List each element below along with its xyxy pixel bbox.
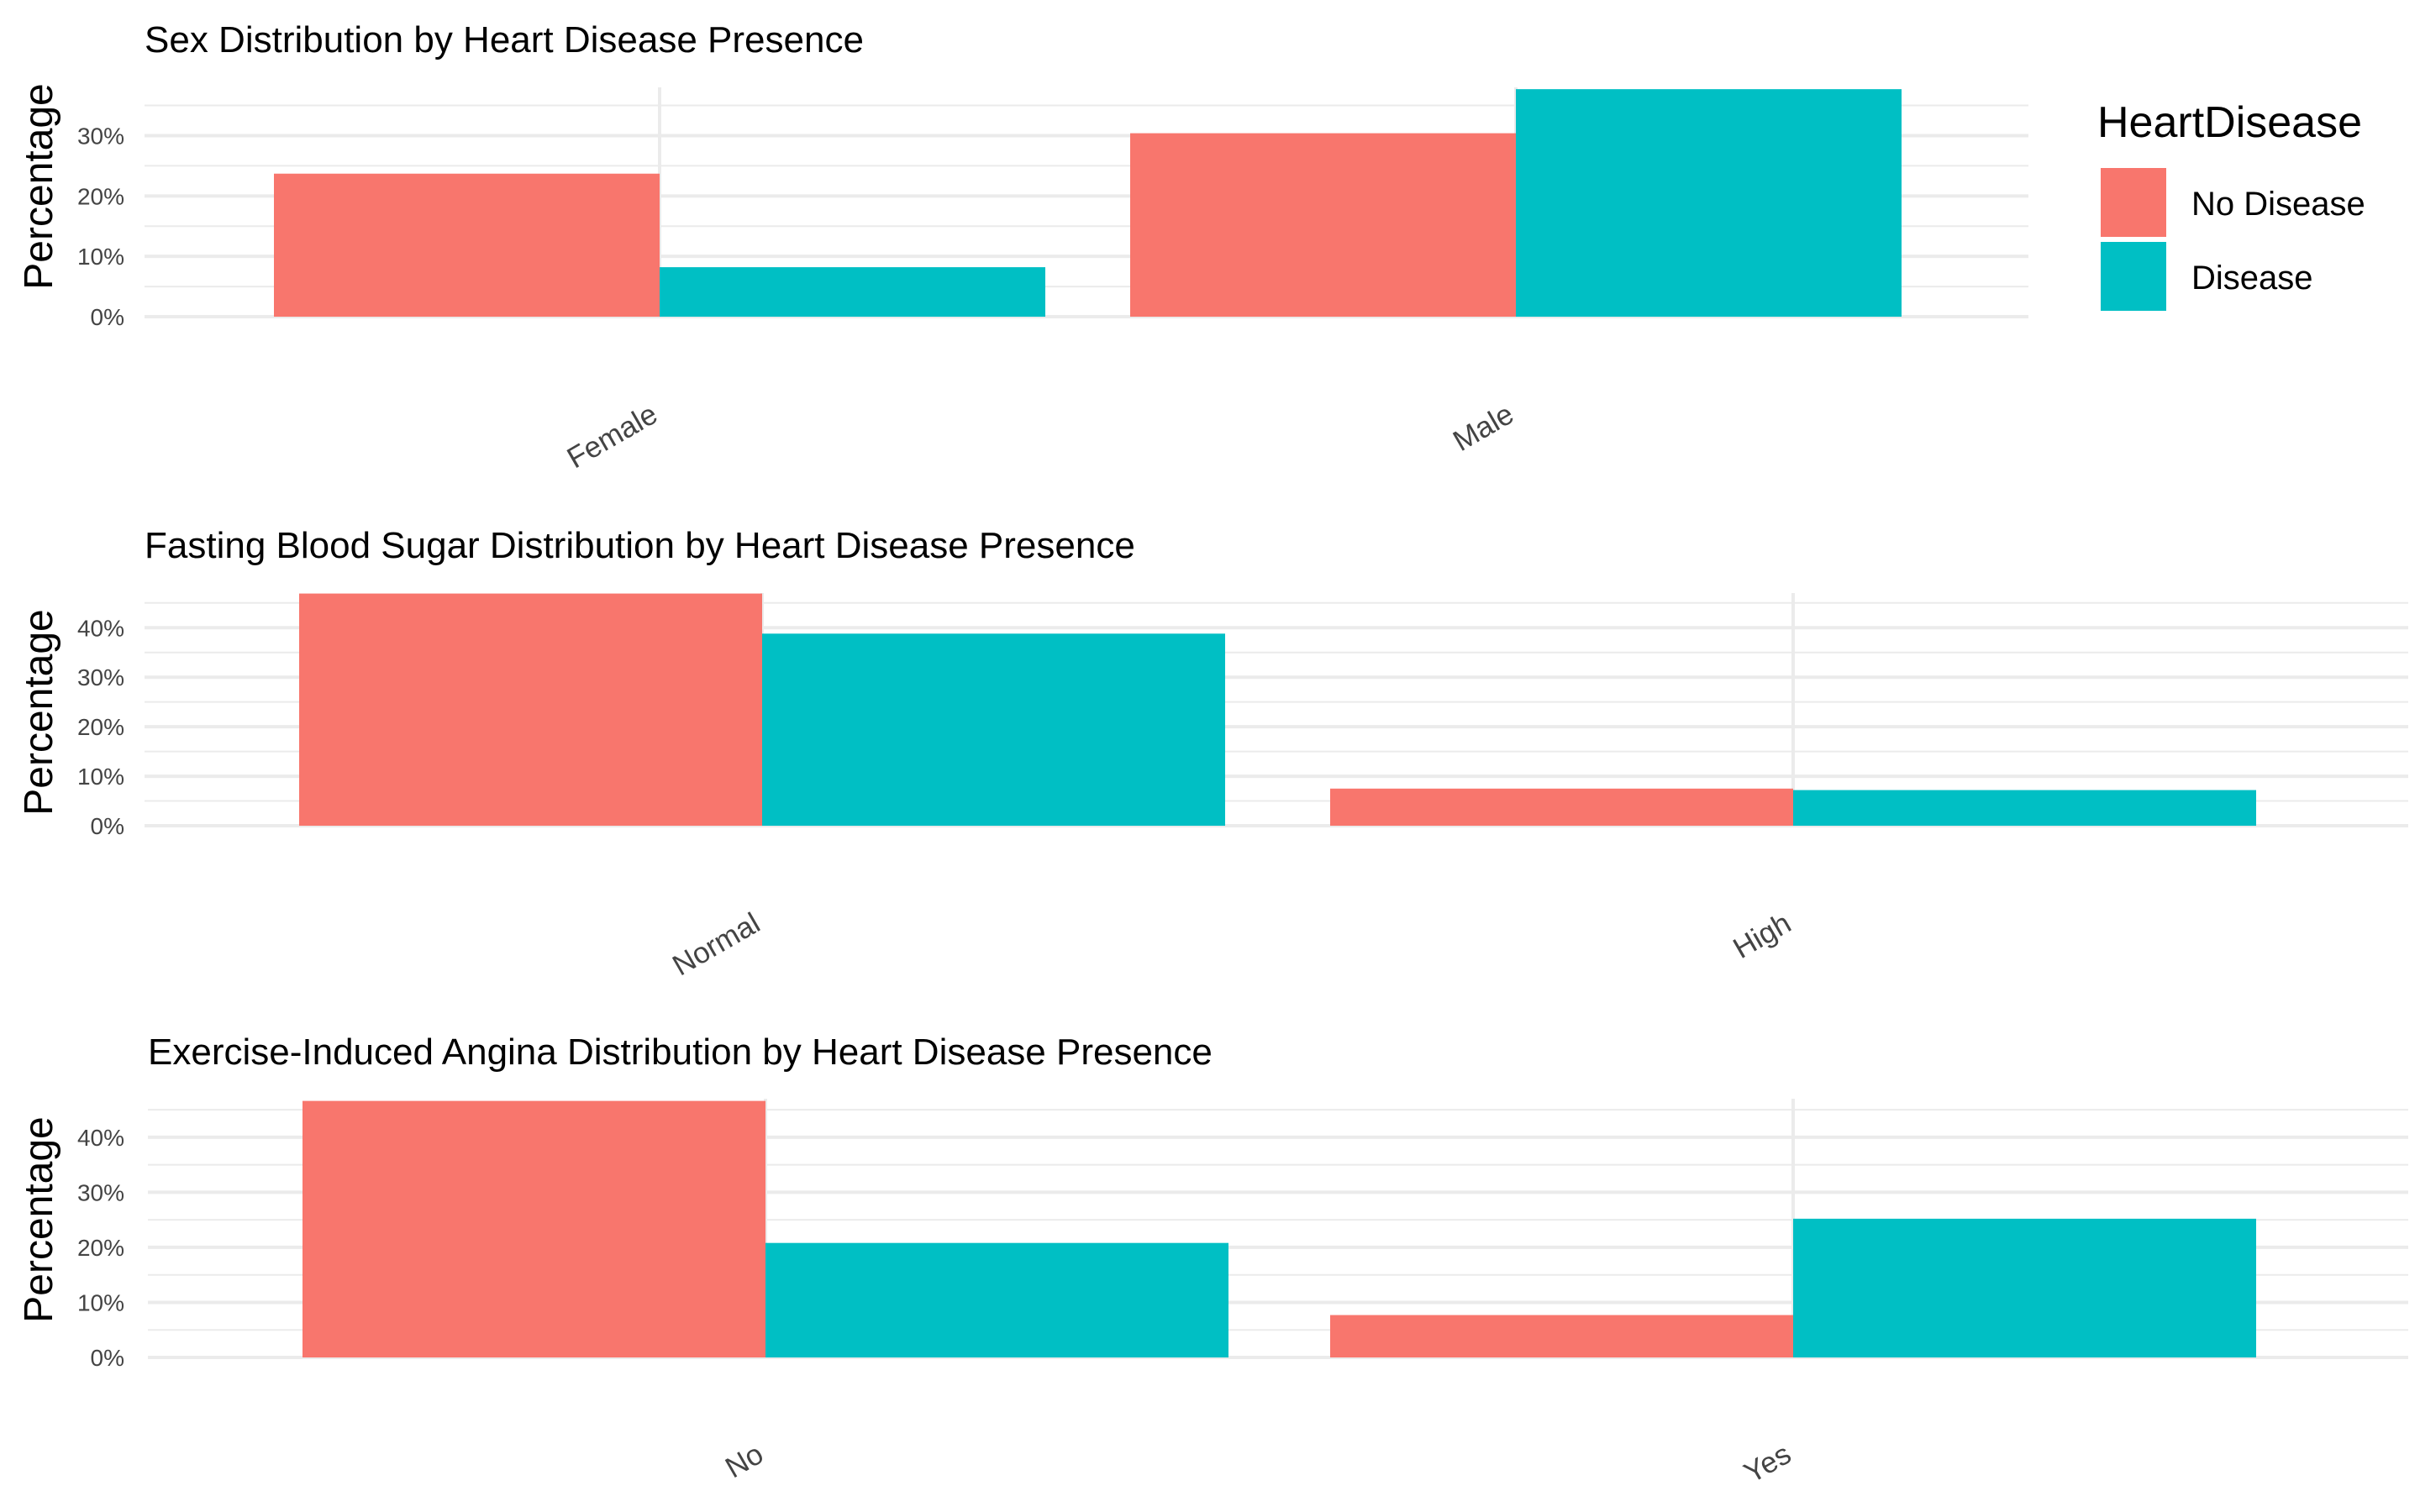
bar-disease-male [1516,89,1902,317]
panel-title: Exercise-Induced Angina Distribution by … [148,1032,1213,1073]
y-axis-label: Percentage [17,83,61,290]
y-tick-label: 10% [77,244,124,270]
x-category-label: No [720,1437,769,1484]
y-tick-label: 20% [77,714,124,740]
bar-no-disease-no [302,1100,765,1357]
bar-no-disease-high [1330,788,1793,826]
panel-title: Fasting Blood Sugar Distribution by Hear… [145,525,1135,566]
y-tick-label: 40% [77,615,124,641]
legend-swatch-no-disease [2101,168,2166,237]
y-axis-label: Percentage [17,1116,61,1323]
bar-disease-normal [762,633,1225,826]
bar-no-disease-yes [1330,1315,1793,1357]
y-tick-label: 0% [91,304,124,330]
y-tick-label: 20% [77,1235,124,1261]
legend-swatch-disease [2101,242,2166,311]
y-axis-label: Percentage [17,609,61,816]
bar-disease-no [765,1242,1228,1357]
x-category-label: Female [561,397,663,475]
exercise-angina-panel: Exercise-Induced Angina Distribution by … [17,1032,2408,1489]
bar-no-disease-female [274,173,660,317]
y-tick-label: 30% [77,1179,124,1205]
x-category-label: Male [1448,397,1519,458]
sex-distribution-panel: Sex Distribution by Heart Disease Presen… [17,19,2028,475]
x-category-label: Yes [1739,1437,1797,1489]
legend-title: HeartDisease [2097,98,2362,147]
panel-title: Sex Distribution by Heart Disease Presen… [145,19,864,60]
x-category-label: High [1728,906,1797,965]
legend: HeartDisease No Disease Disease [2097,98,2365,311]
bar-disease-yes [1793,1218,2256,1357]
y-tick-label: 20% [77,183,124,209]
y-tick-label: 10% [77,764,124,790]
legend-label-no-disease: No Disease [2191,186,2365,223]
y-tick-label: 10% [77,1289,124,1315]
y-tick-label: 0% [91,1345,124,1371]
bar-disease-female [660,267,1045,317]
legend-label-disease: Disease [2191,260,2313,297]
bar-no-disease-male [1130,133,1516,317]
x-category-label: Normal [667,906,765,982]
bar-no-disease-normal [299,593,762,826]
y-tick-label: 0% [91,813,124,839]
y-tick-label: 30% [77,664,124,690]
bar-disease-high [1793,790,2256,826]
y-tick-label: 30% [77,123,124,149]
y-tick-label: 40% [77,1125,124,1151]
fasting-blood-sugar-panel: Fasting Blood Sugar Distribution by Hear… [17,525,2408,982]
